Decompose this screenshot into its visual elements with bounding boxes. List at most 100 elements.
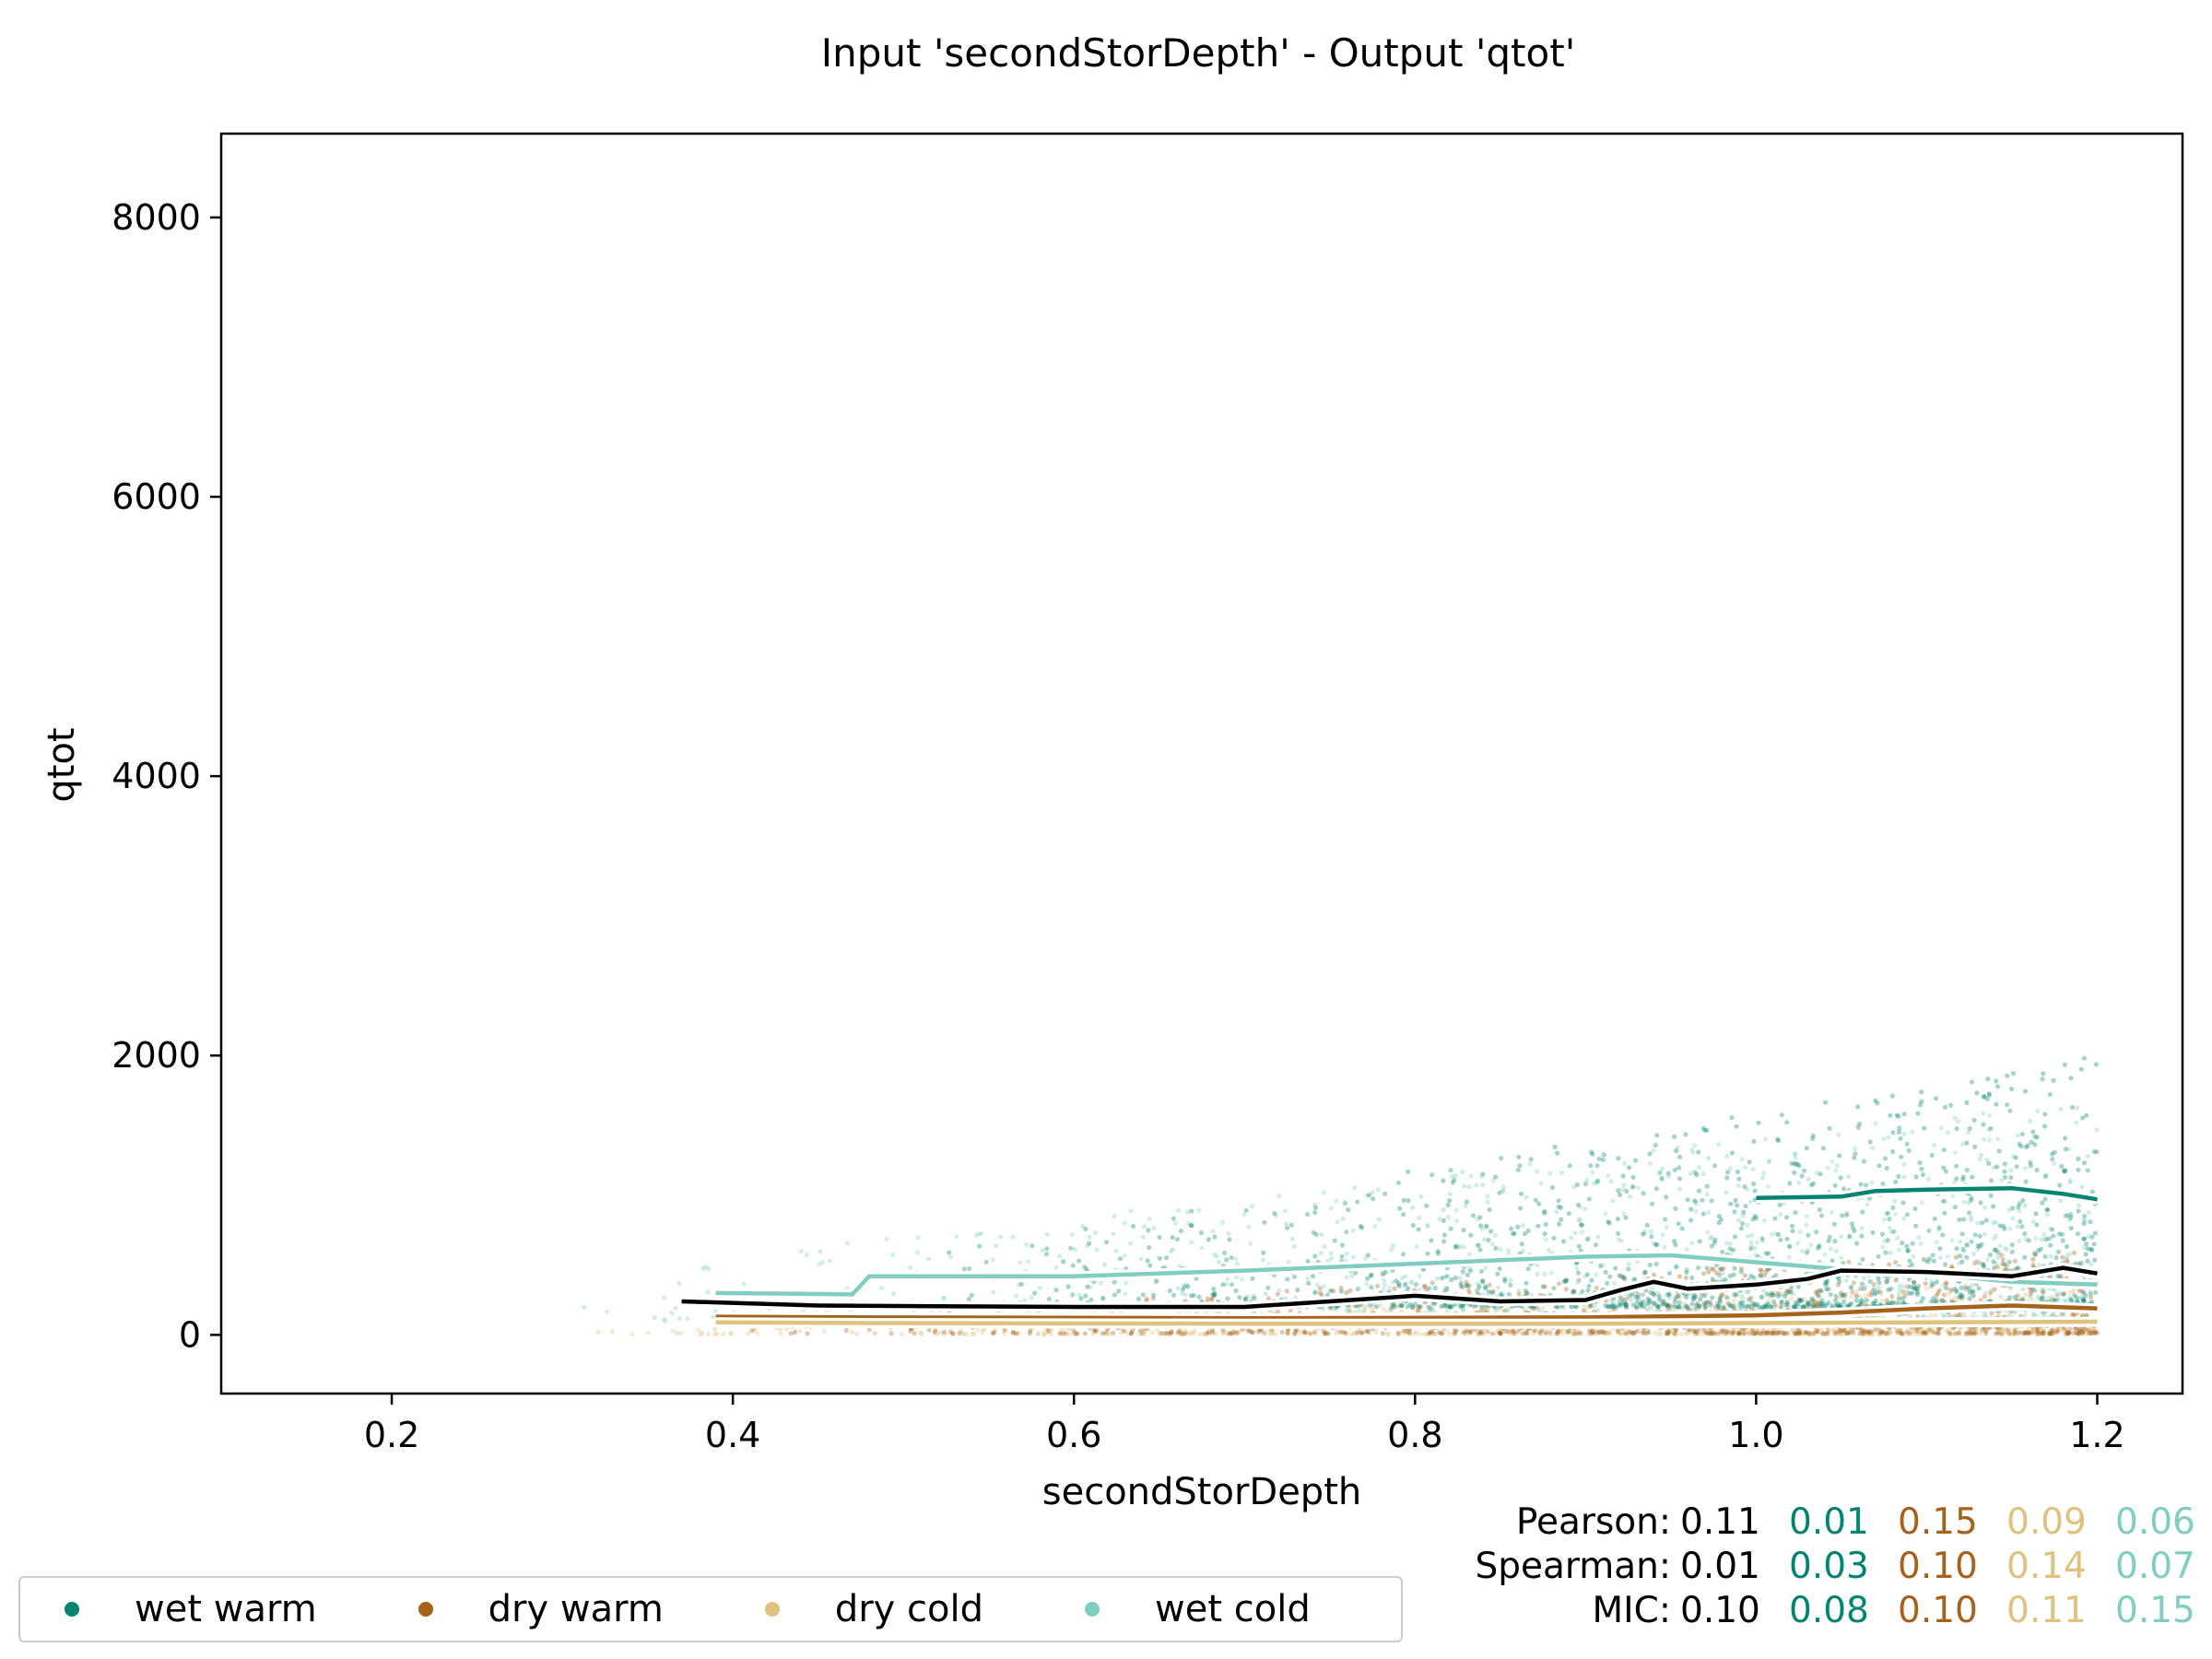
data-point [1329, 1255, 1335, 1261]
data-point [1792, 1331, 1797, 1336]
data-point [1613, 1307, 1618, 1312]
data-point [1717, 1300, 1723, 1305]
data-point [1380, 1331, 1385, 1336]
data-point [1656, 1293, 1662, 1299]
data-point [1696, 1306, 1701, 1312]
data-point [2003, 1246, 2008, 1252]
data-point [2078, 1294, 2085, 1300]
data-point [1608, 1179, 1614, 1184]
data-point [1904, 1288, 1910, 1294]
data-point [1982, 1294, 1987, 1300]
data-point [1877, 1285, 1882, 1290]
data-point [2020, 1330, 2026, 1336]
data-point [1804, 1329, 1809, 1335]
data-point [1557, 1328, 1562, 1334]
data-point [1369, 1305, 1375, 1311]
data-point [2058, 1106, 2064, 1112]
data-point [1329, 1206, 1335, 1211]
data-point [1913, 1223, 1919, 1229]
data-point [2010, 1206, 2016, 1211]
data-point [1174, 1237, 1180, 1242]
data-point [1949, 1331, 1955, 1337]
data-point [1387, 1285, 1393, 1290]
data-point [1794, 1304, 1799, 1310]
data-point [1028, 1328, 1033, 1334]
data-point [1554, 1209, 1559, 1215]
data-point [1846, 1235, 1852, 1241]
data-point [1904, 1141, 1910, 1147]
data-point [1825, 1328, 1830, 1334]
data-point [1535, 1306, 1541, 1312]
data-point [1786, 1243, 1793, 1250]
data-point [714, 1331, 720, 1336]
data-point [1664, 1301, 1669, 1308]
data-point [1954, 1176, 1959, 1182]
data-point [1771, 1330, 1776, 1335]
data-point [1904, 1329, 1910, 1335]
data-point [1381, 1307, 1387, 1312]
data-point [1524, 1330, 1529, 1335]
data-point [1425, 1331, 1431, 1336]
data-point [1858, 1299, 1864, 1304]
data-point [2046, 1295, 2052, 1300]
data-point [1506, 1248, 1512, 1253]
data-point [1971, 1293, 1976, 1299]
data-point [1721, 1304, 1726, 1310]
data-point [1700, 1171, 1706, 1176]
data-point [1745, 1304, 1750, 1310]
data-point [1994, 1164, 2000, 1170]
data-point [1567, 1163, 1572, 1169]
data-point [1736, 1176, 1742, 1182]
data-point [1752, 1331, 1758, 1336]
data-point [1778, 1237, 1783, 1242]
data-point [1665, 1307, 1671, 1312]
data-point [1896, 1173, 1901, 1179]
data-point [1901, 1131, 1907, 1136]
data-point [2094, 1330, 2100, 1335]
data-point [1182, 1327, 1188, 1334]
data-point [1719, 1266, 1724, 1272]
data-point [1847, 1302, 1853, 1308]
data-point [1974, 1090, 1980, 1096]
data-point [1983, 1328, 1989, 1334]
data-point [1992, 1265, 1997, 1271]
data-point [1458, 1280, 1464, 1286]
data-point [1769, 1304, 1774, 1310]
data-point [1994, 1247, 1999, 1253]
stat-value-overall: 0.01 [1680, 1546, 1760, 1587]
data-point [1842, 1302, 1848, 1308]
data-point [1288, 1222, 1294, 1228]
plot-frame [219, 132, 2184, 1395]
data-point [1677, 1305, 1682, 1311]
data-point [1556, 1204, 1561, 1209]
data-point [778, 1331, 783, 1336]
data-point [1413, 1301, 1418, 1307]
data-point [1861, 1159, 1866, 1164]
data-point [1251, 1293, 1256, 1299]
data-point [1654, 1303, 1660, 1309]
data-point [1382, 1282, 1387, 1288]
data-point [1853, 1151, 1858, 1157]
data-point [1567, 1328, 1572, 1335]
data-point [1862, 1286, 1867, 1291]
data-point [1751, 1331, 1757, 1337]
data-point [1483, 1224, 1489, 1230]
data-point [1083, 1226, 1088, 1232]
data-point [1466, 1331, 1472, 1336]
data-point [1225, 1296, 1230, 1301]
data-point [1559, 1217, 1564, 1222]
data-point [673, 1305, 678, 1311]
data-point [1220, 1329, 1227, 1335]
data-point [1984, 1096, 1990, 1101]
data-point [1777, 1329, 1783, 1335]
data-point [1495, 1271, 1500, 1277]
data-point [1838, 1330, 1843, 1335]
data-point [2043, 1237, 2049, 1242]
data-point [1673, 1242, 1678, 1248]
data-point [1785, 1302, 1791, 1308]
data-point [1692, 1170, 1698, 1175]
data-point [2051, 1331, 2056, 1336]
data-point [1933, 1312, 1938, 1318]
data-point [677, 1331, 684, 1336]
data-point [1778, 1212, 1783, 1218]
